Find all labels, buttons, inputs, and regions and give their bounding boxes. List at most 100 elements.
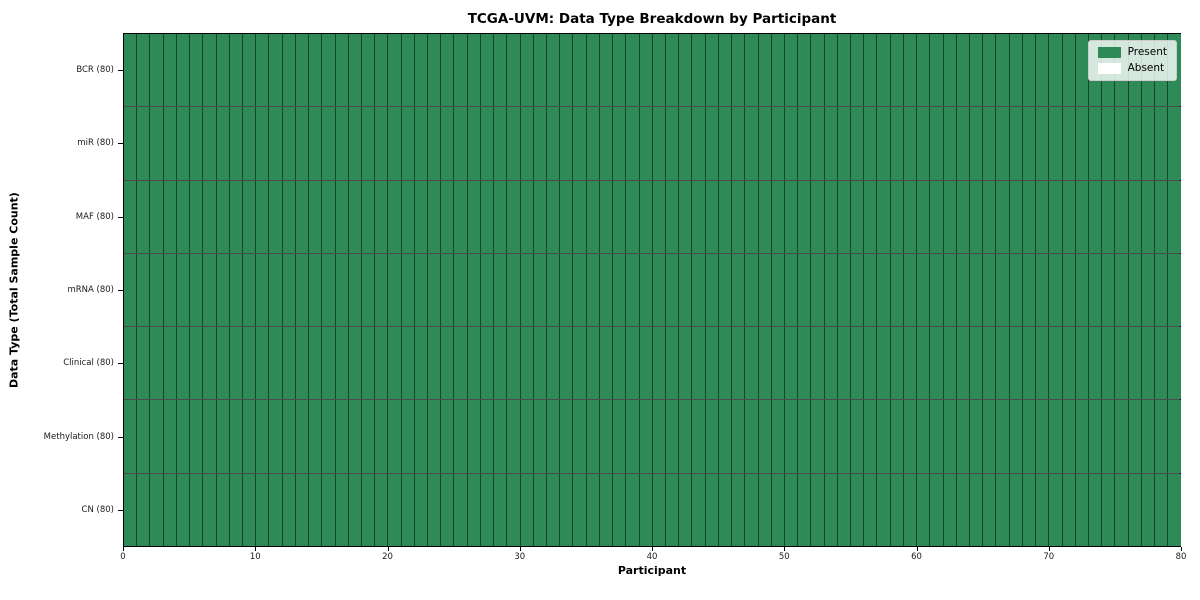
- heatmap-cell: [136, 327, 150, 400]
- heatmap-cell: [321, 400, 335, 473]
- heatmap-cell: [519, 327, 533, 400]
- heatmap-cell: [585, 180, 599, 253]
- x-axis-title: Participant: [617, 564, 687, 577]
- heatmap-cell: [929, 327, 943, 400]
- heatmap-cell: [149, 400, 163, 473]
- heatmap-cell: [955, 107, 969, 180]
- heatmap-cell: [757, 473, 771, 546]
- heatmap-cell: [1008, 180, 1022, 253]
- heatmap-cell: [625, 473, 639, 546]
- heatmap-cell: [889, 473, 903, 546]
- heatmap-cell: [876, 107, 890, 180]
- heatmap-cell: [572, 34, 586, 107]
- heatmap-cell: [770, 327, 784, 400]
- heatmap-cell: [876, 473, 890, 546]
- heatmap-cell: [598, 180, 613, 253]
- heatmap-cell: [479, 180, 494, 253]
- heatmap-cell: [889, 400, 903, 473]
- heatmap-row: [124, 399, 1181, 473]
- heatmap-cell: [546, 34, 560, 107]
- heatmap-cell: [546, 327, 560, 400]
- heatmap-cell: [1061, 107, 1075, 180]
- heatmap-cell: [228, 327, 242, 400]
- heatmap-cell: [149, 473, 163, 546]
- heatmap-cell: [664, 400, 679, 473]
- heatmap-cell: [241, 473, 256, 546]
- heatmap-cell: [228, 180, 242, 253]
- heatmap-cell: [704, 253, 718, 327]
- heatmap-cell: [1127, 253, 1141, 327]
- heatmap-cell: [1101, 400, 1115, 473]
- heatmap-cell: [1061, 473, 1075, 546]
- heatmap-cell: [664, 473, 679, 546]
- heatmap-cell: [783, 253, 798, 327]
- heatmap-cell: [1154, 473, 1168, 546]
- heatmap-cell: [902, 400, 917, 473]
- y-tick-label: MAF (80): [75, 211, 114, 222]
- heatmap-cell: [202, 180, 216, 253]
- heatmap-cell: [360, 400, 375, 473]
- heatmap-cell: [136, 180, 150, 253]
- y-tick-label: miR (80): [77, 138, 114, 149]
- heatmap-cell: [955, 34, 969, 107]
- heatmap-cell: [308, 253, 322, 327]
- heatmap-cell: [559, 400, 573, 473]
- heatmap-cell: [268, 400, 282, 473]
- heatmap-cell: [453, 473, 467, 546]
- heatmap-cell: [440, 327, 454, 400]
- heatmap-cell: [400, 473, 414, 546]
- heatmap-cell: [440, 180, 454, 253]
- heatmap-cell: [241, 327, 256, 400]
- heatmap-cell: [717, 180, 732, 253]
- heatmap-cell: [1087, 400, 1102, 473]
- heatmap-cell: [202, 400, 216, 473]
- heatmap-cell: [308, 473, 322, 546]
- heatmap-cell: [360, 327, 375, 400]
- heatmap-cell: [334, 107, 348, 180]
- legend: Present Absent: [1087, 40, 1177, 81]
- y-tick-label: Methylation (80): [43, 431, 114, 442]
- heatmap-cell: [189, 253, 203, 327]
- heatmap-cell: [995, 107, 1009, 180]
- heatmap-cell: [572, 473, 586, 546]
- heatmap-row: [124, 106, 1181, 180]
- heatmap-cell: [929, 180, 943, 253]
- heatmap-cell: [479, 473, 494, 546]
- heatmap-cell: [281, 253, 295, 327]
- heatmap-cell: [347, 34, 361, 107]
- heatmap-cell: [902, 473, 917, 546]
- heatmap-cell: [1074, 400, 1088, 473]
- heatmap-cell: [969, 253, 983, 327]
- heatmap-row: [124, 326, 1181, 400]
- heatmap-cell: [440, 253, 454, 327]
- heatmap-cell: [308, 180, 322, 253]
- x-tick: [255, 547, 257, 551]
- heatmap-cell: [1074, 34, 1088, 107]
- heatmap-cell: [479, 34, 494, 107]
- heatmap-cell: [532, 253, 546, 327]
- heatmap-cell: [308, 400, 322, 473]
- heatmap-cell: [850, 34, 864, 107]
- heatmap-cell: [638, 34, 652, 107]
- heatmap-cell: [585, 34, 599, 107]
- heatmap-cell: [136, 34, 150, 107]
- heatmap-cell: [929, 107, 943, 180]
- heatmap-cell: [189, 180, 203, 253]
- heatmap-cell: [294, 473, 309, 546]
- heatmap-cell: [916, 473, 930, 546]
- heatmap-cell: [598, 327, 613, 400]
- y-tick-label: mRNA (80): [67, 285, 114, 295]
- heatmap-cell: [374, 253, 388, 327]
- legend-entry-absent: Absent: [1097, 63, 1167, 74]
- heatmap-cell: [678, 180, 692, 253]
- heatmap-cell: [255, 400, 269, 473]
- y-tick: [118, 436, 123, 438]
- heatmap-cell: [149, 107, 163, 180]
- heatmap-cell: [744, 400, 758, 473]
- heatmap-cell: [334, 180, 348, 253]
- heatmap-cell: [1048, 253, 1062, 327]
- x-tick: [1048, 547, 1050, 551]
- y-tick: [118, 216, 123, 218]
- heatmap-cell: [281, 400, 295, 473]
- heatmap-cell: [559, 327, 573, 400]
